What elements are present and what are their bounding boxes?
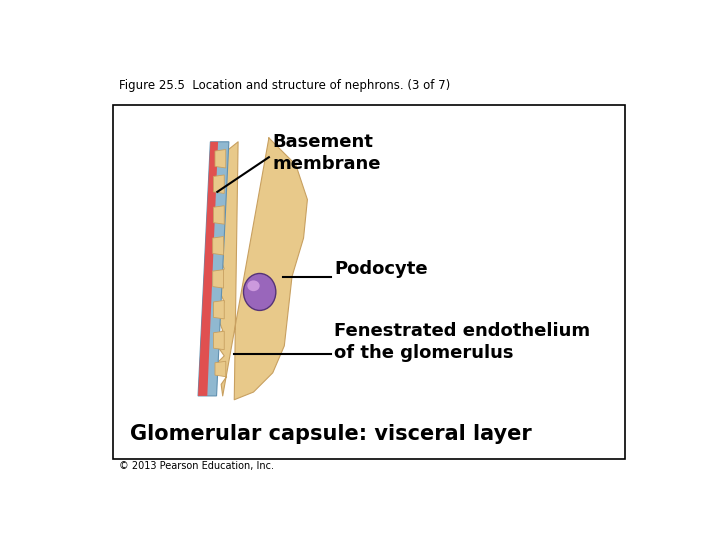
- FancyBboxPatch shape: [113, 105, 625, 459]
- Polygon shape: [212, 269, 223, 288]
- Polygon shape: [198, 142, 229, 396]
- Polygon shape: [212, 237, 223, 255]
- Polygon shape: [198, 142, 218, 396]
- Polygon shape: [215, 150, 226, 168]
- Polygon shape: [213, 175, 224, 193]
- Polygon shape: [213, 331, 224, 350]
- Polygon shape: [213, 138, 307, 400]
- Text: Podocyte: Podocyte: [334, 260, 428, 278]
- Text: Glomerular capsule: visceral layer: Glomerular capsule: visceral layer: [130, 424, 532, 444]
- Text: Fenestrated endothelium
of the glomerulus: Fenestrated endothelium of the glomerulu…: [334, 322, 590, 362]
- Text: Figure 25.5  Location and structure of nephrons. (3 of 7): Figure 25.5 Location and structure of ne…: [119, 79, 450, 92]
- Text: © 2013 Pearson Education, Inc.: © 2013 Pearson Education, Inc.: [119, 461, 274, 471]
- Polygon shape: [213, 206, 224, 224]
- Text: Basement
membrane: Basement membrane: [273, 132, 382, 173]
- Ellipse shape: [248, 280, 260, 291]
- Polygon shape: [215, 361, 226, 377]
- Ellipse shape: [243, 273, 276, 310]
- Polygon shape: [213, 300, 224, 319]
